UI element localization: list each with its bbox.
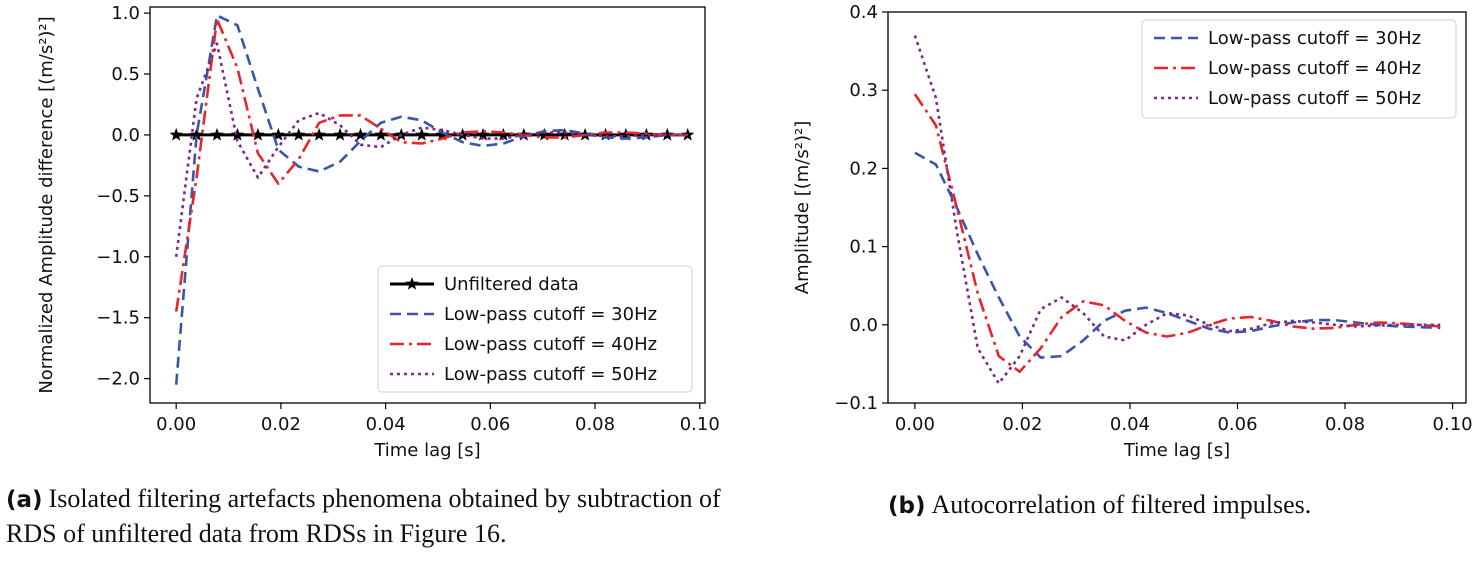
series-point-star: [681, 127, 695, 141]
series-point-star: [619, 127, 633, 141]
y-axis-label: Amplitude [(m/s²)²]: [792, 121, 813, 294]
x-tick-label: 0.04: [366, 414, 406, 435]
series-line-3: [174, 42, 688, 257]
series-line-0: [914, 151, 1441, 359]
figure-canvas: 0.00 0.02 0.04 0.06 0.08 0.10 1.0 0.5 0.0 −0.5 −1.…: [36, 2, 1473, 461]
legend-box: [1141, 19, 1457, 119]
legend-label-0: Unfiltered data: [444, 274, 579, 295]
series-point-star: [374, 127, 388, 141]
legend-star-marker: [405, 277, 419, 290]
x-tick-label: 0.02: [1002, 414, 1042, 435]
x-axis-label: Time lag [s]: [1123, 440, 1230, 461]
y-tick-label: 1.0: [111, 3, 140, 24]
series-line-2: [174, 17, 688, 312]
x-tick-label: 0.00: [895, 414, 935, 435]
x-tick-label: 0.06: [470, 414, 510, 435]
x-tick-label: 0.08: [1325, 414, 1365, 435]
y-tick-label: −1.0: [96, 247, 140, 268]
x-tick-label: 0.04: [1110, 414, 1150, 435]
x-tick-label: 0.10: [1433, 414, 1473, 435]
series-point-star: [353, 127, 368, 141]
x-tick-label: 0.00: [156, 414, 196, 435]
y-tick-label: 0.2: [849, 158, 878, 179]
y-tick-label: −0.1: [834, 393, 878, 414]
y-tick-label: 0.4: [849, 2, 878, 23]
series-line-2: [913, 35, 1441, 385]
series-point-star: [169, 127, 183, 141]
series-line-1: [174, 14, 688, 385]
legend-box: [377, 265, 693, 393]
series-point-star: [558, 127, 572, 141]
chart-b: 0.00 0.02 0.04 0.06 0.08 0.10 0.4 0.3 0.2 0.1 0.0 −…: [792, 2, 1473, 461]
x-tick-label: 0.10: [680, 414, 720, 435]
x-axis-label: Time lag [s]: [373, 440, 480, 461]
series-point-star: [333, 127, 347, 141]
series-point-star: [271, 127, 285, 141]
caption-a: (a) Isolated filtering artefacts phenomen…: [6, 482, 746, 551]
caption-b: (b) Autocorrelation of filtered impulses.: [888, 488, 1448, 523]
series-point-star: [435, 127, 449, 141]
series-point-star: [415, 127, 429, 141]
caption-a-text: Isolated filtering artefacts phenomena o…: [6, 484, 721, 548]
caption-b-tag: (b): [888, 493, 926, 519]
series-line-1: [913, 93, 1441, 374]
legend: Low-pass cutoff = 30Hz Low-pass cutoff = …: [1141, 19, 1457, 119]
plot-area: [169, 14, 695, 385]
series-point-star: [312, 127, 326, 141]
y-tick-label: 0.5: [111, 64, 140, 85]
y-tick-label: 0.0: [849, 315, 878, 336]
legend-label-1: Low-pass cutoff = 40Hz: [1208, 58, 1421, 79]
caption-a-tag: (a): [6, 487, 43, 513]
chart-a: 0.00 0.02 0.04 0.06 0.08 0.10 1.0 0.5 0.0 −0.5 −1.…: [36, 3, 720, 461]
legend-label-0: Low-pass cutoff = 30Hz: [1208, 28, 1421, 49]
x-tick-label: 0.02: [261, 414, 301, 435]
caption-b-text: Autocorrelation of filtered impulses.: [931, 490, 1312, 519]
series-point-star: [476, 127, 490, 141]
x-tick-label: 0.06: [1217, 414, 1257, 435]
y-axis-label: Normalized Amplitude difference [(m/s²)²…: [36, 16, 57, 393]
legend-label-2: Low-pass cutoff = 50Hz: [1208, 88, 1421, 109]
series-point-star: [230, 127, 245, 141]
legend-label-3: Low-pass cutoff = 50Hz: [444, 364, 657, 385]
legend-label-1: Low-pass cutoff = 30Hz: [444, 304, 657, 325]
x-tick-label: 0.08: [575, 414, 615, 435]
series-point-star: [189, 127, 204, 141]
series-point-star: [251, 127, 265, 141]
y-tick-label: 0.1: [849, 237, 878, 258]
legend: Unfiltered data Low-pass cutoff = 30Hz Low…: [377, 265, 693, 393]
legend-label-2: Low-pass cutoff = 40Hz: [444, 334, 657, 355]
series-point-star: [496, 127, 511, 141]
y-tick-label: −0.5: [96, 186, 140, 207]
series-point-star: [210, 127, 224, 141]
y-tick-label: −1.5: [96, 308, 140, 329]
y-tick-label: 0.0: [111, 125, 140, 146]
y-tick-label: 0.3: [849, 80, 878, 101]
series-point-star: [660, 127, 674, 141]
plot-area: [913, 35, 1441, 385]
series-point-star: [292, 127, 306, 141]
y-tick-label: −2.0: [96, 369, 140, 390]
plot-frame: [149, 6, 706, 404]
series-point-star: [598, 127, 613, 141]
plot-frame: [887, 11, 1467, 404]
series-point-star: [537, 127, 551, 141]
